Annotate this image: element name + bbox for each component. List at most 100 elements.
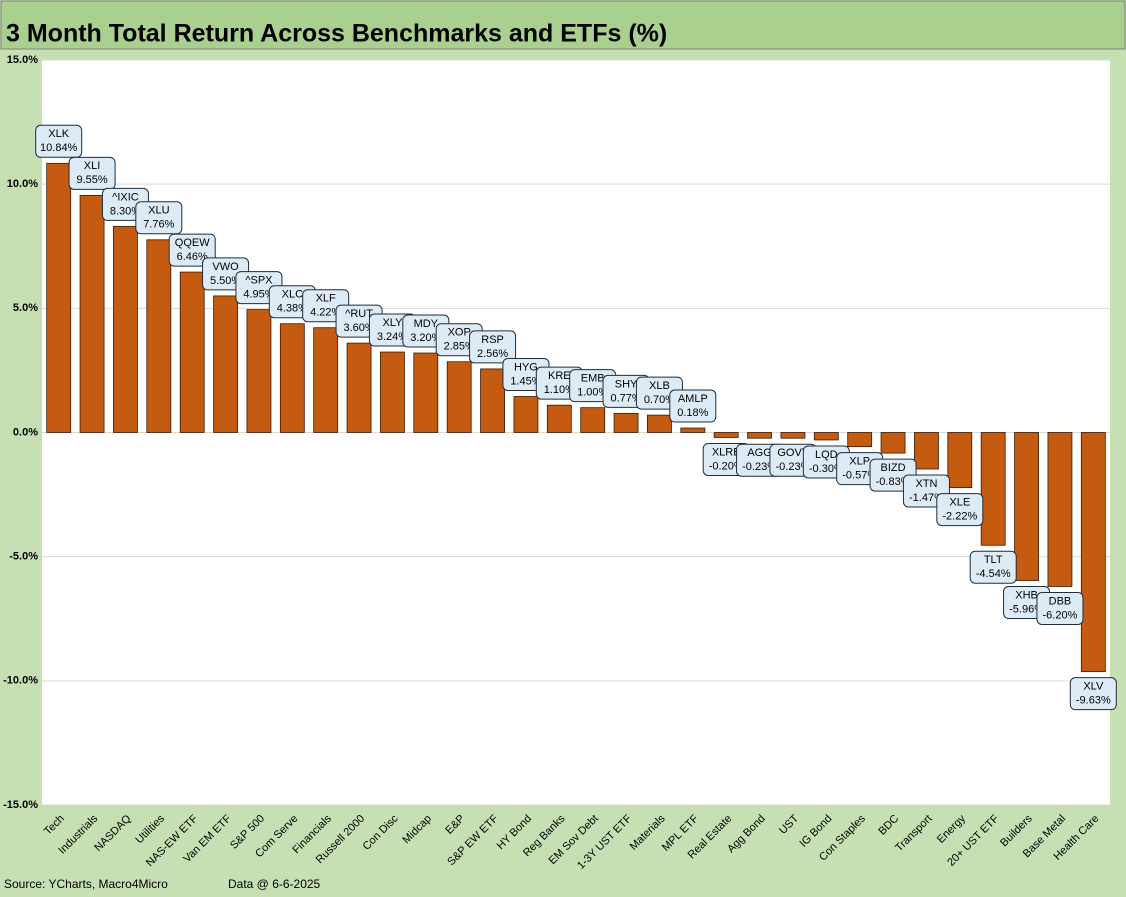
data-label: XLE -2.22% [936,493,984,527]
data-label: XLV -9.63% [1069,677,1117,711]
data-label-value: 2.56% [477,348,508,360]
bar [980,432,1006,546]
data-label: XLF 4.22% [302,289,350,323]
data-label-value: 8.30% [110,205,141,217]
y-tick-label: 10.0% [7,178,38,190]
data-label-value: 1.00% [577,387,608,399]
data-label-ticker: XLP [849,456,870,468]
data-label-value: 4.38% [277,303,308,315]
bar [213,295,238,433]
data-label-box [168,233,216,267]
bar [780,432,806,439]
data-label-box [1069,677,1117,711]
data-label-ticker: DBB [1049,595,1072,607]
data-label-ticker: VWO [212,261,239,273]
data-label-box [936,493,984,527]
bar [747,432,772,439]
data-label-ticker: XHB [1015,589,1038,601]
data-label-ticker: XLK [48,128,69,140]
data-label-value: 2.85% [444,341,475,353]
data-label: QQEW 6.46% [168,233,216,267]
data-label-value: 10.84% [40,142,78,154]
y-tick-label: 5.0% [13,302,38,314]
data-label-ticker: TLT [984,554,1003,566]
data-label-ticker: MDY [414,318,439,330]
data-label-ticker: QQEW [175,237,210,249]
data-label-value: 0.18% [677,407,708,419]
data-label-ticker: RSP [481,334,504,346]
data-label-ticker: XOP [448,327,471,339]
data-label-ticker: BIZD [881,462,906,474]
bar [413,352,439,433]
bar [313,327,339,433]
data-label: XTN -1.47% [902,474,950,508]
data-label-value: 3.24% [377,331,408,343]
data-date: Data @ 6-6-2025 [228,877,321,891]
bar [246,309,272,433]
title-bar [0,0,1126,50]
data-label-ticker: KRE [548,370,571,382]
data-label-value: 1.45% [510,375,541,387]
bar [46,162,72,433]
source: Source: YCharts, Macro4Micro [4,877,168,891]
chart-title: 3 Month Total Return Across Benchmarks a… [6,20,667,48]
data-label-ticker: XLB [649,380,670,392]
data-label-box [35,124,83,158]
data-label-value: 3.60% [343,322,374,334]
bar [546,404,572,433]
y-tick-label: -10.0% [3,675,38,687]
data-label-box [969,550,1017,584]
data-label-ticker: HYG [514,361,538,373]
data-label-box [469,330,517,364]
data-label-value: 7.76% [143,219,174,231]
data-label-value: 4.22% [310,307,341,319]
bar [113,225,138,433]
data-label-ticker: EMB [581,373,605,385]
bar [480,368,505,433]
data-label: XLI 9.55% [68,156,116,190]
data-label-ticker: XLC [282,289,303,301]
y-tick-label: -5.0% [9,551,38,563]
bar [79,194,105,433]
data-label: RSP 2.56% [469,330,517,364]
data-label-ticker: SHY [615,378,638,390]
bar [346,342,372,433]
bar [279,323,305,433]
data-label-value: -4.54% [976,568,1011,580]
data-label-value: 6.46% [177,251,208,263]
bar [847,432,873,448]
data-label-value: 5.50% [210,275,241,287]
data-label-ticker: XLV [1083,681,1104,693]
data-label-ticker: GOVT [777,447,808,459]
data-label-value: 1.10% [544,384,575,396]
data-label-box [68,156,116,190]
bar [947,432,973,489]
data-label: XLK 10.84% [35,124,83,158]
data-label-value: -0.23% [776,461,811,473]
y-tick-label: -15.0% [3,799,38,811]
data-label-value: -6.20% [1043,609,1078,621]
data-label-ticker: AMLP [678,393,708,405]
bar [1047,432,1073,587]
data-label-value: -0.30% [809,463,844,475]
data-label-value: -1.47% [909,492,944,504]
data-label: DBB -6.20% [1036,591,1084,625]
bar [1014,432,1039,581]
bar [647,414,672,433]
data-label-value: 0.70% [644,394,675,406]
bar [680,427,706,433]
bar [179,271,205,433]
bar [880,432,906,454]
data-label-ticker: XLI [84,160,101,172]
bar [580,407,606,433]
data-label-value: -9.63% [1076,695,1111,707]
bar [813,432,839,441]
data-label-box [669,389,717,423]
data-label-ticker: AGG [747,447,771,459]
bar [613,412,639,433]
data-label: AMLP 0.18% [669,389,717,423]
data-label-value: -5.96% [1009,603,1044,615]
bar [713,432,739,438]
data-label-value: 9.55% [76,174,107,186]
bar [914,432,939,470]
